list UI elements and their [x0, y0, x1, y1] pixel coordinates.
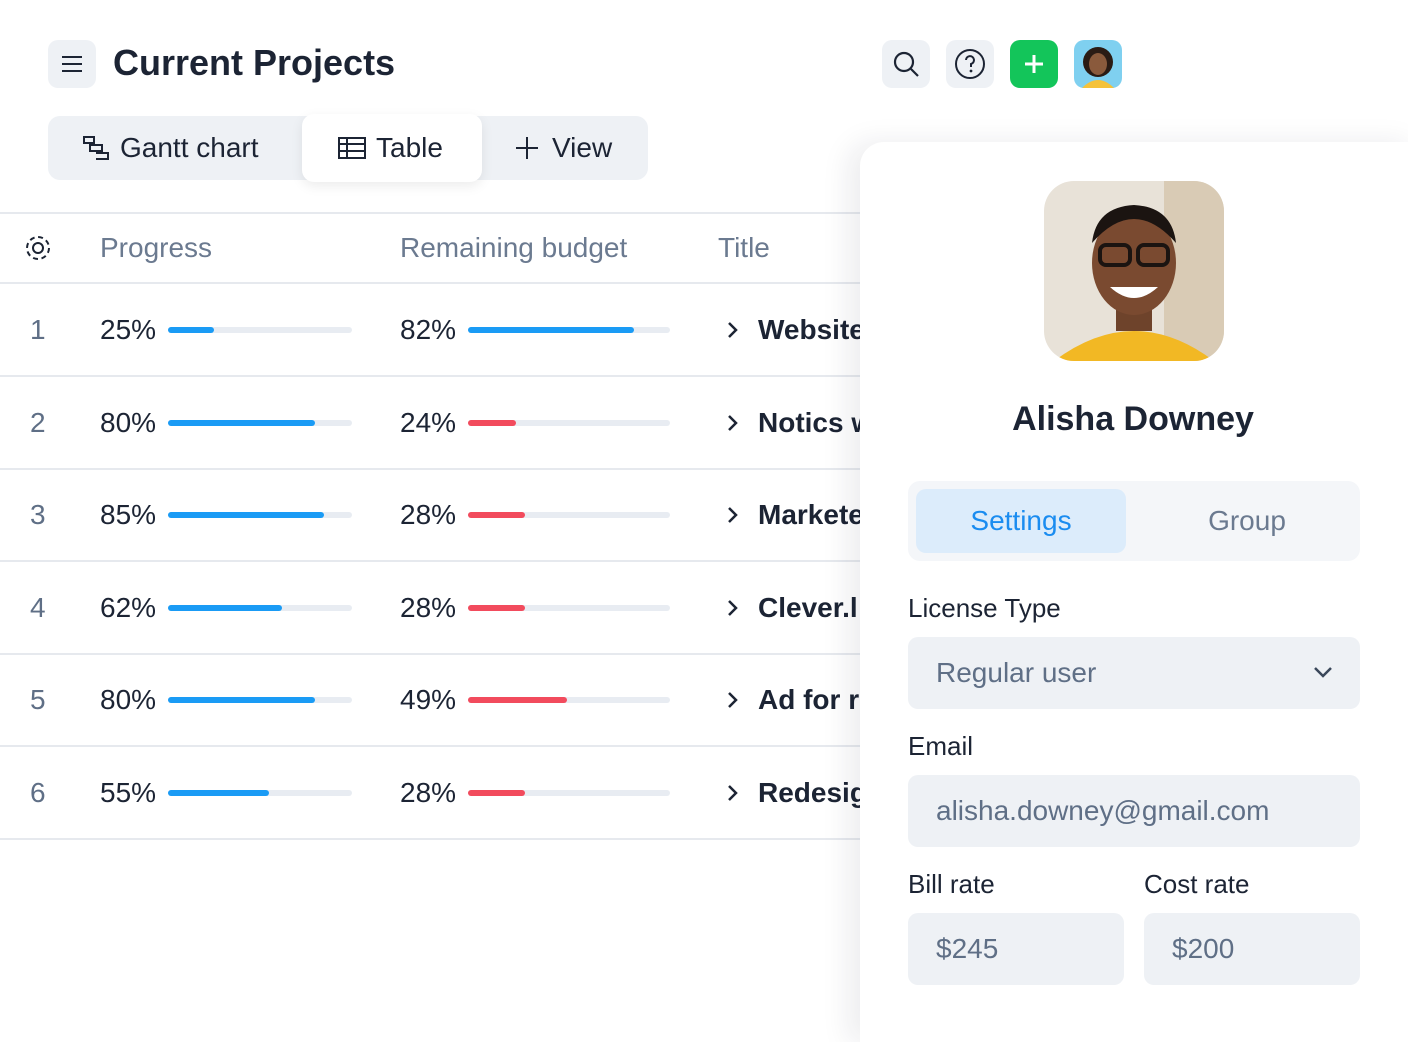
row-index: 3: [30, 499, 46, 530]
budget-label: 24%: [400, 406, 457, 438]
expand-chevron: [726, 505, 740, 525]
select-value: Regular user: [936, 657, 1097, 688]
segment-tab[interactable]: Settings: [916, 489, 1126, 553]
expand-chevron: [726, 598, 740, 618]
row-title: Notics w: [758, 406, 874, 438]
budget-track: [468, 789, 670, 796]
expand-chevron: [726, 413, 740, 433]
budget-bar: [468, 512, 525, 518]
row-index: 2: [30, 406, 46, 438]
progress-track: [168, 604, 352, 611]
budget-label: 28%: [400, 591, 457, 623]
progress-bar: [168, 512, 325, 518]
add-button[interactable]: [1010, 40, 1058, 88]
progress-bar: [168, 327, 214, 333]
user-panel: Alisha Downey Settings Group License Typ…: [860, 142, 1408, 1042]
row-title: Redesig: [758, 776, 867, 808]
progress-bar: [168, 697, 316, 703]
row-divider: [0, 745, 860, 747]
help-button[interactable]: [946, 40, 994, 88]
budget-track: [468, 327, 670, 333]
budget-bar: [468, 327, 634, 333]
budget-label: 28%: [400, 499, 457, 530]
column-header: Title: [718, 232, 770, 263]
row-divider: [0, 837, 860, 840]
progress-track: [168, 512, 352, 518]
row-divider: [0, 652, 860, 655]
progress-track: [168, 697, 352, 703]
divider: [0, 212, 860, 214]
row-index: 1: [30, 314, 46, 345]
chevron-down: [1314, 667, 1332, 678]
active-tab-bg: [302, 114, 482, 182]
table-icon: [338, 137, 366, 159]
row-divider: [0, 467, 860, 470]
column-header: Progress: [100, 232, 213, 263]
row-index: 4: [30, 591, 46, 623]
profile-photo: [1044, 181, 1224, 361]
progress-label: 62%: [100, 591, 157, 623]
page-title: Current Projects: [113, 42, 396, 83]
budget-bar: [468, 604, 525, 611]
field-label: Cost rate: [1144, 869, 1250, 899]
row-divider: [0, 560, 860, 562]
budget-label: 28%: [400, 776, 457, 808]
tab[interactable]: Gantt chart: [120, 132, 259, 163]
search-button[interactable]: [882, 40, 930, 88]
progress-bar: [168, 789, 270, 796]
budget-track: [468, 697, 670, 703]
field-label: Bill rate: [908, 869, 995, 899]
settings-icon[interactable]: [23, 233, 53, 263]
field-label: Email: [908, 731, 974, 761]
budget-track: [468, 604, 670, 611]
row-index: 6: [30, 776, 46, 808]
progress-track: [168, 327, 352, 333]
budget-label: 49%: [400, 684, 457, 715]
budget-bar: [468, 789, 525, 796]
progress-label: 85%: [100, 499, 157, 530]
budget-label: 82%: [400, 314, 457, 345]
gantt-icon: [83, 136, 109, 160]
row-divider: [0, 375, 860, 377]
license-select[interactable]: Regular user: [908, 637, 1360, 709]
field-label: License Type: [908, 593, 1061, 623]
progress-label: 55%: [100, 776, 157, 808]
menu-button[interactable]: [48, 40, 96, 88]
budget-track: [468, 419, 670, 426]
plus-icon: [516, 137, 538, 159]
progress-label: 80%: [100, 406, 157, 438]
row-title: Clever.l: [758, 591, 858, 623]
row-title: Markete: [758, 499, 864, 530]
cost-rate-input[interactable]: $200: [1144, 913, 1360, 985]
expand-chevron: [726, 783, 740, 803]
progress-track: [168, 419, 352, 426]
progress-track: [168, 789, 352, 796]
tab[interactable]: View: [552, 132, 613, 163]
row-index: 5: [30, 684, 46, 715]
progress-bar: [168, 604, 283, 611]
tab[interactable]: Table: [376, 132, 443, 163]
budget-bar: [468, 419, 517, 426]
bill-rate-input[interactable]: $245: [908, 913, 1124, 985]
user-avatar[interactable]: [1074, 40, 1122, 88]
expand-chevron: [726, 690, 740, 710]
progress-label: 25%: [100, 314, 157, 345]
user-name: Alisha Downey: [1012, 400, 1254, 438]
budget-track: [468, 512, 670, 518]
row-title: Ad for r: [758, 684, 860, 715]
email-input[interactable]: alisha.downey@gmail.com: [908, 775, 1360, 847]
budget-bar: [468, 697, 567, 703]
progress-label: 80%: [100, 684, 157, 715]
row-title: Website: [758, 314, 865, 345]
segment-tab[interactable]: Group: [1208, 505, 1286, 536]
expand-chevron: [726, 320, 740, 340]
column-header: Remaining budget: [400, 232, 628, 263]
divider: [0, 282, 860, 284]
progress-bar: [168, 419, 316, 426]
